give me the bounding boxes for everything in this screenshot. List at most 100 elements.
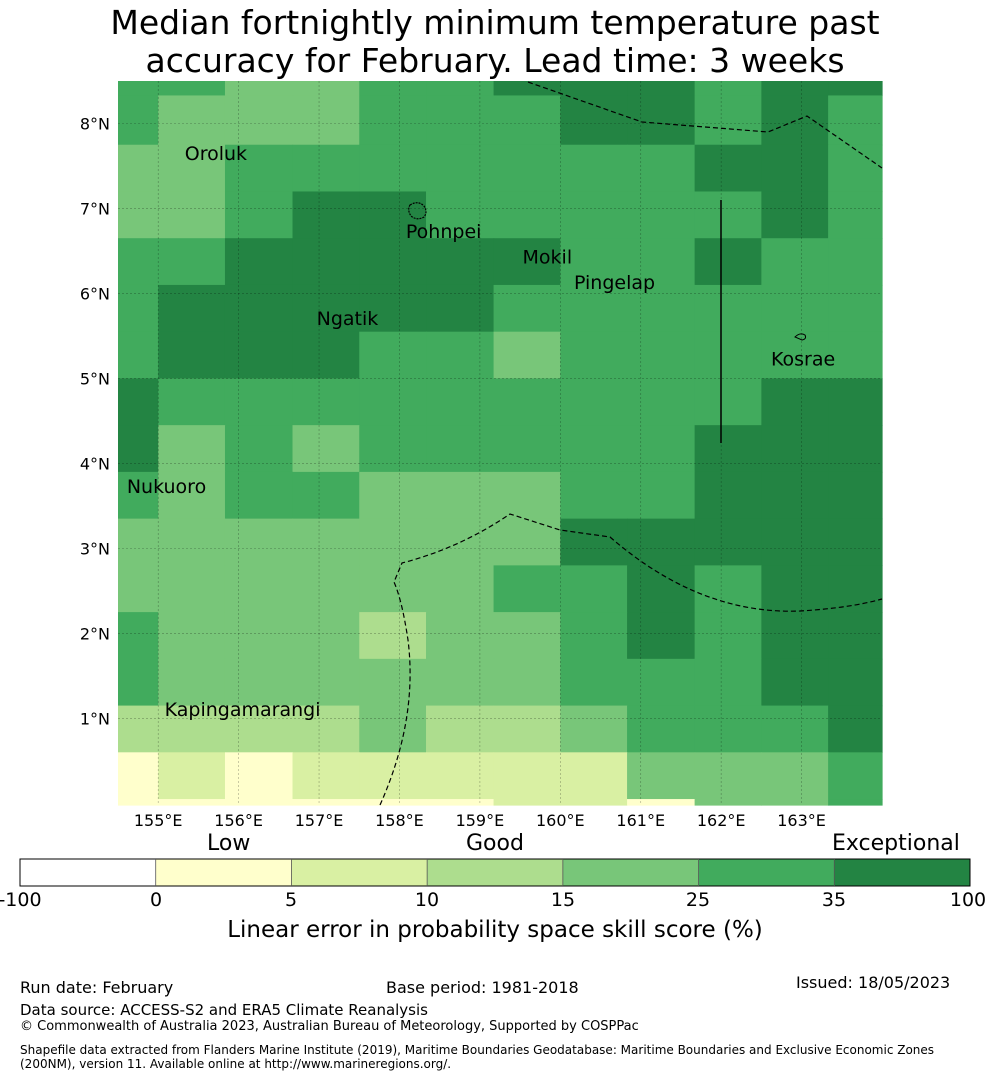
grid-cell (118, 518, 159, 566)
grid-cell (224, 331, 294, 380)
grid-cell (158, 565, 226, 613)
grid-cell (359, 799, 427, 806)
colorbar-segment (20, 859, 156, 886)
shapefile-credit: Shapefile data extracted from Flanders M… (20, 1043, 935, 1071)
grid-cell (560, 238, 628, 286)
colorbar-tick: 15 (550, 889, 576, 911)
grid-cell (224, 612, 294, 660)
grid-cell (224, 518, 294, 566)
grid-cell (426, 799, 495, 806)
grid-cell (292, 144, 360, 193)
grid-cell (158, 378, 226, 426)
grid-cell (359, 612, 427, 660)
grid-cell (761, 471, 829, 520)
base-period: Base period: 1981-2018 (386, 978, 579, 997)
lon-tick-label: 163°E (777, 811, 826, 830)
grid-cell (158, 331, 226, 380)
grid-cell (158, 144, 226, 193)
grid-cell (224, 658, 294, 707)
grid-cell (292, 81, 360, 97)
grid-cell (118, 565, 159, 613)
grid-cell (224, 191, 294, 239)
grid-cell (560, 81, 628, 97)
grid-cell (761, 238, 829, 286)
grid-cell (627, 658, 696, 707)
lon-tick-label: 160°E (536, 811, 585, 830)
grid-cell (694, 752, 762, 800)
grid-cell (694, 144, 762, 193)
grid-cell (828, 565, 883, 613)
map-title: Median fortnightly minimum temperature p… (0, 4, 990, 80)
grid-cell (761, 284, 829, 333)
eez-boundaries (379, 81, 883, 806)
grid-cell (560, 518, 628, 566)
grid-cell (118, 612, 159, 660)
grid-cell (292, 331, 360, 380)
grid-cell (292, 565, 360, 613)
grid-cell (828, 705, 883, 753)
grid-cell (627, 799, 696, 806)
grid-cell (359, 471, 427, 520)
place-label: Ngatik (317, 308, 379, 330)
grid-cell (828, 612, 883, 660)
lon-tick-label: 159°E (456, 811, 505, 830)
grid-cell (158, 238, 226, 286)
grid-cell (426, 238, 495, 286)
grid-cell (118, 425, 159, 473)
grid-cell (426, 471, 495, 520)
grid-cell (118, 191, 159, 239)
grid-cell (694, 191, 762, 239)
grid-cell (224, 81, 294, 97)
colorbar-frame (19, 858, 971, 887)
grid-cell (694, 238, 762, 286)
grid-cell (828, 471, 883, 520)
axis-labels: 8°N 7°N 6°N 5°N 4°N 3°N 2°N 1°N 155°E 156°E 157°E 1… (80, 114, 826, 830)
grid-cell (560, 191, 628, 239)
grid-cell (627, 565, 696, 613)
colorbar-tick: 35 (821, 889, 847, 911)
colorbar-tick: 5 (284, 889, 298, 911)
grid-cell (292, 799, 360, 806)
grid-cell (292, 191, 360, 239)
lat-tick-label: 3°N (80, 539, 110, 558)
colorbar-segment (155, 859, 292, 886)
place-label: Mokil (523, 247, 573, 269)
grid-cell (359, 705, 427, 753)
grid-cell (426, 284, 495, 333)
grid-cell (359, 658, 427, 707)
grid-cell (828, 95, 883, 146)
grid-cell (828, 191, 883, 239)
grid-cell (694, 612, 762, 660)
data-source: Data source: ACCESS-S2 and ERA5 Climate … (20, 1001, 428, 1019)
grid-cell (627, 425, 696, 473)
grid-cell (627, 238, 696, 286)
grid-cell (158, 425, 226, 473)
grid-cell (118, 238, 159, 286)
grid-cell (828, 331, 883, 380)
grid-cell (118, 705, 159, 753)
grid-cell (493, 705, 561, 753)
grid-cell (694, 95, 762, 146)
grid-cell (359, 284, 427, 333)
pohnpei-island (408, 202, 427, 220)
grid-cell (627, 331, 696, 380)
grid-cell (292, 471, 360, 520)
grid-cell (627, 284, 696, 333)
grid-cell (560, 144, 628, 193)
grid-cell (292, 95, 360, 146)
grid-cell (694, 565, 762, 613)
grid-cell (828, 752, 883, 800)
grid-cell (292, 518, 360, 566)
lon-tick-label: 157°E (295, 811, 344, 830)
grid-cell (828, 144, 883, 193)
grid-cell (426, 425, 495, 473)
lat-tick-label: 1°N (80, 709, 110, 728)
grid-cell (627, 705, 696, 753)
grid-cell (694, 378, 762, 426)
grid-cell (761, 378, 829, 426)
grid-cell (426, 565, 495, 613)
grid-cell (158, 752, 226, 800)
grid-cell (627, 471, 696, 520)
lat-tick-label: 8°N (80, 114, 110, 133)
